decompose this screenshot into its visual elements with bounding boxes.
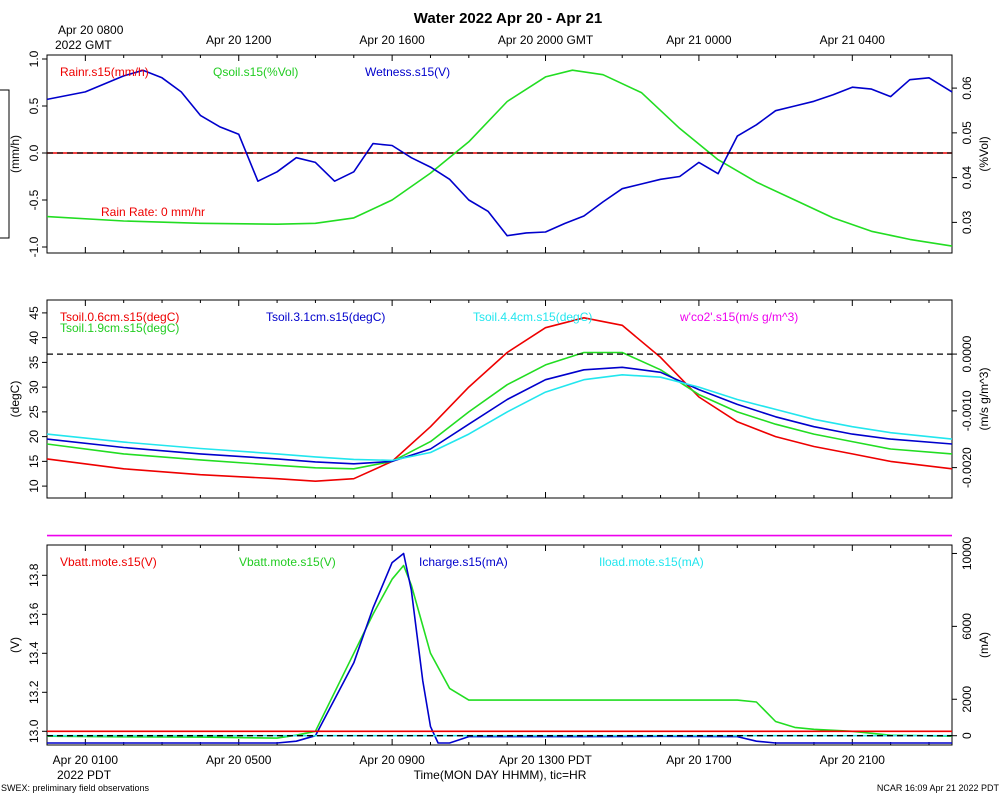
bottom-time-tick-label: Apr 20 2100 (820, 753, 886, 767)
left-tick-label: 13.6 (27, 602, 41, 626)
legend-stub-box (0, 89, 10, 239)
legend-wco2: w'co2'.s15(m/s g/m^3) (679, 310, 798, 324)
chart-title: Water 2022 Apr 20 - Apr 21 (414, 10, 602, 27)
panel-temperature-frame (46, 299, 953, 499)
right-tick-label: -0.0020 (960, 447, 974, 488)
bottom-year-label: 2022 PDT (57, 768, 112, 782)
right-tick-label: 2000 (960, 686, 974, 713)
bottom-time-tick-label: Apr 20 0100 (53, 753, 119, 767)
series-line-wetness-s15-v- (46, 69, 953, 237)
left-tick-label: 40 (27, 331, 41, 345)
left-tick-label: 13.0 (27, 719, 41, 743)
right-tick-label: 0.0000 (960, 335, 974, 372)
left-tick-label: 13.8 (27, 563, 41, 587)
right-axis-title: (m/s g/m^3) (977, 368, 991, 431)
right-tick-label: 0 (960, 732, 974, 739)
left-tick-label: 10 (27, 479, 41, 493)
left-tick-label: 0.5 (27, 97, 41, 114)
legend-icharge: Icharge.s15(mA) (419, 555, 508, 569)
right-tick-label: 0.05 (960, 121, 974, 145)
right-tick-label: 0.04 (960, 166, 974, 190)
left-tick-label: 45 (27, 306, 41, 320)
left-axis-title: (V) (8, 637, 22, 653)
top-time-tick-label: Apr 20 1600 (359, 33, 425, 47)
series-group (46, 69, 953, 744)
left-tick-label: -1.0 (27, 236, 41, 257)
legend-vbatt-green: Vbatt.mote.s15(V) (239, 555, 336, 569)
legend-rainr: Rainr.s15(mm/h) (60, 65, 149, 79)
right-axis-title: (mA) (977, 632, 991, 658)
legend-qsoil: Qsoil.s15(%Vol) (213, 65, 298, 79)
left-tick-label: 20 (27, 430, 41, 444)
series-line-icharge-s15-ma- (47, 552, 952, 744)
left-tick-label: 1.0 (27, 50, 41, 67)
axes-group: -1.0 -0.5 0.0 0.5 1.0 0.03 0.04 0.05 0.06 (mm/h) (… (8, 50, 991, 745)
bottom-time-ticks: Apr 20 0100 Apr 20 0500 Apr 20 0900 Apr 20 … (53, 753, 886, 767)
left-tick-label: 35 (27, 355, 41, 369)
x-axis-label: Time(MON DAY HHMM), tic=HR (414, 768, 587, 782)
left-tick-label: 13.4 (27, 641, 41, 665)
top-time-first-year: 2022 GMT (55, 38, 112, 52)
top-time-first-label: Apr 20 0800 (58, 23, 124, 37)
legend-vbatt-red: Vbatt.mote.s15(V) (60, 555, 157, 569)
series-line-tsoil-4-4cm-s15-degc- (46, 373, 953, 462)
top-time-tick-label: Apr 20 1200 (206, 33, 272, 47)
left-tick-label: 0.0 (27, 144, 41, 161)
right-tick-label: -0.0010 (960, 390, 974, 431)
left-tick-label: 30 (27, 380, 41, 394)
legend-iload: Iload.mote.s15(mA) (599, 555, 704, 569)
bottom-time-tick-label: Apr 20 1700 (666, 753, 732, 767)
legend-tsoil-4-4: Tsoil.4.4cm.s15(degC) (473, 310, 592, 324)
right-tick-label: 6000 (960, 613, 974, 640)
footer-right: NCAR 16:09 Apr 21 2022 PDT (877, 783, 1000, 793)
right-axis-title: (%Vol) (977, 136, 991, 171)
legend-wetness: Wetness.s15(V) (365, 65, 450, 79)
left-tick-label: 15 (27, 454, 41, 468)
panel-water-frame (46, 54, 953, 254)
top-time-tick-label: Apr 20 2000 GMT (498, 33, 594, 47)
left-tick-label: 13.2 (27, 680, 41, 704)
series-line-qsoil-s15-vol- (46, 69, 953, 247)
footer-left: SWEX: preliminary field observations (1, 783, 150, 793)
left-axis-title: (degC) (8, 381, 22, 418)
right-tick-label: 10000 (960, 536, 974, 570)
left-tick-label: -0.5 (27, 189, 41, 210)
series-line-vbatt-mote-s15-v- (46, 564, 953, 739)
bottom-time-tick-label: Apr 20 0900 (359, 753, 425, 767)
legend-tsoil-1-9: Tsoil.1.9cm.s15(degC) (60, 321, 179, 335)
series-line-tsoil-0-6cm-s15-degc- (46, 316, 953, 483)
left-tick-label: 25 (27, 405, 41, 419)
panel-power-frame (46, 544, 953, 746)
top-time-tick-label: Apr 21 0000 (666, 33, 732, 47)
rain-rate-annotation: Rain Rate: 0 mm/hr (101, 205, 205, 219)
top-time-tick-label: Apr 21 0400 (820, 33, 886, 47)
bottom-time-tick-label: Apr 20 0500 (206, 753, 272, 767)
legend-tsoil-0-6: Tsoil.0.6cm.s15(degC) (60, 310, 179, 324)
series-line-tsoil-1-9cm-s15-degc- (46, 351, 953, 470)
series-line-tsoil-3-1cm-s15-degc- (46, 366, 953, 465)
right-tick-label: 0.06 (960, 76, 974, 100)
right-tick-label: 0.03 (960, 210, 974, 234)
legend-tsoil-3-1: Tsoil.3.1cm.s15(degC) (266, 310, 385, 324)
bottom-time-tick-label: Apr 20 1300 PDT (499, 753, 592, 767)
left-axis-title: (mm/h) (8, 135, 22, 173)
top-time-ticks: Apr 20 1200 Apr 20 1600 Apr 20 2000 GMT Apr… (206, 33, 885, 47)
